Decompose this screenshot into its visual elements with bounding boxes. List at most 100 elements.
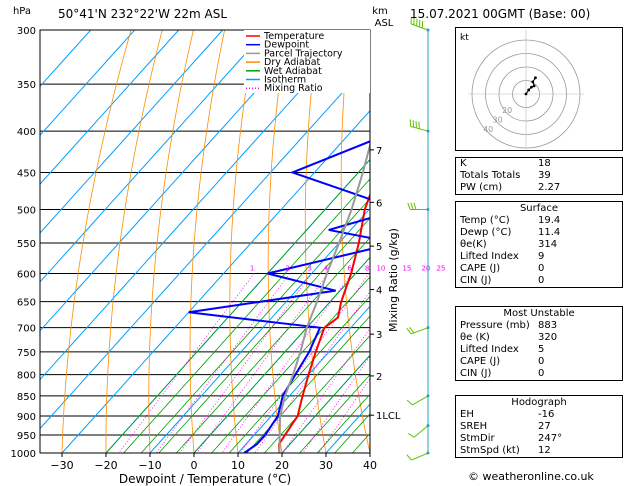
wet-adiabat (158, 217, 370, 453)
pressure-label: 600 (17, 270, 36, 281)
row-value: 12 (538, 445, 551, 456)
most-unstable-row: Lifted Index 5 (456, 344, 622, 356)
x-tick-label: 20 (275, 459, 289, 472)
wet-adiabat (193, 256, 370, 453)
wind-barb (413, 425, 429, 438)
location-header: 50°41'N 232°22'W 22m ASL (58, 7, 228, 21)
mixing-ratio-line (318, 377, 370, 453)
hodograph-ring-label: 30 (493, 115, 503, 124)
surface-row: Temp (°C) 19.4 (456, 215, 622, 227)
pressure-label: 500 (17, 205, 36, 216)
row-value: 11.4 (538, 227, 561, 238)
dry-adiabat (61, 30, 132, 453)
row-label: EH (460, 409, 474, 420)
most-unstable-row: CAPE (J) 0 (456, 356, 622, 368)
mixing-ratio-label: 6 (347, 265, 352, 273)
legend-entry: Isotherm (264, 75, 306, 86)
row-label: Pressure (mb) (460, 320, 530, 331)
mixing-ratio-axis-label: Mixing Ratio (g/kg) (387, 228, 400, 332)
x-tick-label: −30 (50, 459, 73, 472)
row-value: 9 (538, 251, 545, 262)
isotherm (40, 30, 180, 185)
row-label: Dewp (°C) (460, 227, 512, 238)
x-tick-label: 30 (319, 459, 333, 472)
mixing-ratio-line (118, 273, 255, 453)
dry-adiabat (148, 30, 194, 453)
pressure-label: 700 (17, 324, 36, 335)
indices-row: K 18 (456, 158, 622, 170)
hodograph-box-row: StmDir 247° (456, 433, 622, 445)
mixing-ratio-label: 10 (376, 265, 385, 273)
wet-adiabat (264, 335, 370, 453)
wet-adiabat (140, 197, 370, 453)
surface-row: Lifted Index 9 (456, 251, 622, 263)
dry-adiabat (304, 30, 327, 453)
most-unstable-panel: Most Unstable Pressure (mb) 883 θe (K) 320 L… (455, 306, 623, 381)
x-axis-label: Dewpoint / Temperature (°C) (119, 472, 291, 486)
hodograph-point (531, 80, 535, 84)
hodograph-box-row: EH -16 (456, 409, 622, 421)
wind-barb-dot (426, 129, 430, 133)
most-unstable-row: θe (K) 320 (456, 332, 622, 344)
mixing-ratio-label: 25 (436, 265, 445, 273)
indices-row: Totals Totals 39 (456, 170, 622, 182)
wind-barb (412, 395, 429, 406)
x-tick-label: 10 (231, 459, 245, 472)
km-label: 7 (376, 146, 382, 157)
row-value: 0 (538, 368, 545, 379)
hodograph-ring-label: 40 (483, 125, 493, 134)
legend-box (244, 30, 370, 93)
isotherm (40, 30, 268, 283)
dry-adiabat (105, 30, 163, 453)
surface-row: θe(K) 314 (456, 239, 622, 251)
wind-barb-flag (406, 328, 412, 335)
row-value: 0 (538, 275, 545, 286)
row-value: 247° (538, 433, 563, 444)
pressure-label: 1000 (11, 449, 36, 460)
row-label: CAPE (J) (460, 263, 501, 274)
row-value: 27 (538, 421, 551, 432)
pressure-label: 900 (17, 412, 36, 423)
hodograph-box-row: StmSpd (kt) 12 (456, 445, 622, 457)
hodograph-stats-title: Hodograph (511, 397, 567, 408)
mixing-ratio-label: 4 (324, 265, 329, 273)
wind-barb-flag (408, 433, 415, 438)
mixing-ratio-label: 3 (308, 265, 312, 273)
hodograph-point (527, 88, 531, 92)
km-axis-label: km (372, 6, 388, 17)
mixing-ratio-label: 15 (402, 265, 411, 273)
km-label: 5 (376, 242, 382, 253)
wind-barb-dot (426, 424, 430, 428)
km-label: 3 (376, 330, 382, 341)
mixing-ratio-line (196, 273, 329, 453)
pressure-label: 800 (17, 371, 36, 382)
row-value: 883 (538, 320, 558, 331)
wind-barb-dot (426, 451, 430, 455)
row-label: Lifted Index (460, 344, 519, 355)
row-label: θe(K) (460, 239, 487, 250)
isotherm (237, 305, 370, 453)
row-value: 19.4 (538, 215, 561, 226)
indices-row: PW (cm) 2.27 (456, 182, 622, 194)
plot-frame (39, 29, 371, 454)
km-label: 6 (376, 198, 382, 209)
surface-title: Surface (519, 203, 559, 214)
row-label: CAPE (J) (460, 356, 501, 367)
wind-barb-dot (426, 326, 430, 330)
km-label: 2 (376, 372, 382, 383)
wind-barb-dot (426, 28, 430, 32)
dry-adiabat (189, 30, 225, 453)
pressure-label: 550 (17, 239, 36, 250)
legend-entry: Temperature (263, 31, 324, 42)
row-label: K (460, 158, 467, 169)
parcel-trajectory-trace (278, 141, 370, 453)
hodograph-stats-panel: Hodograph EH -16 SREH 27 StmDir 247° StmSpd (k… (455, 395, 623, 458)
pressure-label: 850 (17, 392, 36, 403)
row-label: StmSpd (kt) (460, 445, 520, 456)
mixing-ratio-line (179, 273, 313, 453)
wet-adiabat (316, 393, 370, 453)
mixing-ratio-line (239, 273, 370, 453)
row-value: 18 (538, 158, 551, 169)
x-tick-label: −20 (94, 459, 117, 472)
